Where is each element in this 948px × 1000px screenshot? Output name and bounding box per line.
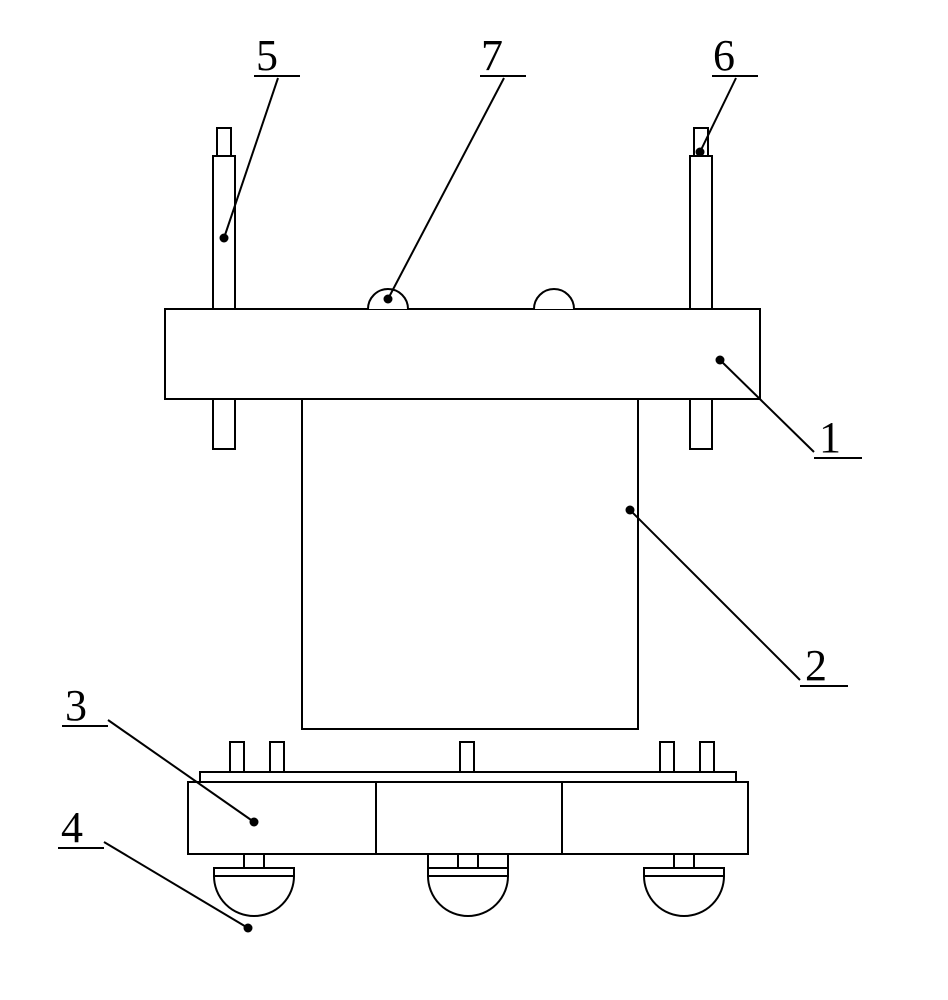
callout-label-2: 2 [805,641,827,690]
technical-diagram: 5 7 6 1 2 3 4 [0,0,948,1000]
callout-label-6: 6 [713,31,735,80]
callout-label-3: 3 [65,681,87,730]
callout-label-1: 1 [819,413,841,462]
callout-label-4: 4 [61,803,83,852]
callout-label-5: 5 [256,31,278,80]
callout-label-7: 7 [481,31,503,80]
